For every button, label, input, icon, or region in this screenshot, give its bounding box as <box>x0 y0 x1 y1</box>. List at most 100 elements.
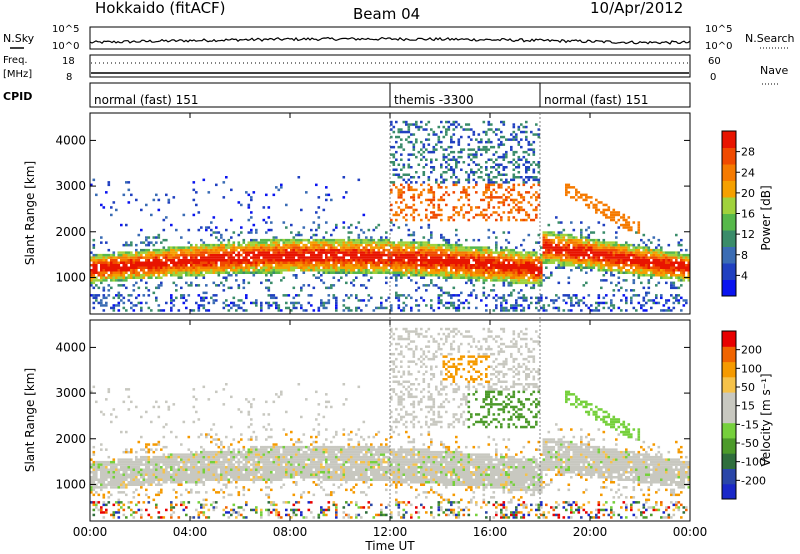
heatmap-cell <box>472 246 476 249</box>
heatmap-cell <box>467 253 471 257</box>
colorbar-tick-label: 28 <box>741 146 755 159</box>
heatmap-cell <box>92 513 96 517</box>
heatmap-cell <box>327 259 331 262</box>
heatmap-cell <box>217 266 221 269</box>
heatmap-cell <box>440 130 443 134</box>
heatmap-cell <box>625 289 628 292</box>
heatmap-cell <box>200 238 203 242</box>
heatmap-cell <box>425 289 428 292</box>
heatmap-cell <box>465 276 468 279</box>
heatmap-cell <box>657 281 661 285</box>
heatmap-cell <box>140 208 143 212</box>
heatmap-cell <box>560 261 563 264</box>
heatmap-cell <box>352 279 356 282</box>
heatmap-cell <box>460 243 463 247</box>
heatmap-cell <box>490 269 493 272</box>
heatmap-cell <box>270 221 273 224</box>
heatmap-cell <box>505 166 508 169</box>
heatmap-cell <box>542 236 546 239</box>
heatmap-cell <box>485 269 488 272</box>
heatmap-cell <box>445 256 448 259</box>
heatmap-cell <box>455 166 458 169</box>
heatmap-cell <box>680 276 683 279</box>
heatmap-cell <box>105 269 108 272</box>
heatmap-cell <box>420 259 423 262</box>
heatmap-cell <box>562 238 566 242</box>
heatmap-cell <box>265 274 268 277</box>
heatmap-cell <box>400 264 403 267</box>
heatmap-cell <box>582 296 586 300</box>
heatmap-cell <box>585 243 588 247</box>
heatmap-cell <box>455 163 458 166</box>
heatmap-cell <box>275 264 278 267</box>
heatmap-cell <box>310 253 313 257</box>
heatmap-cell <box>175 248 178 252</box>
heatmap-cell <box>277 304 281 307</box>
heatmap-cell <box>457 251 461 254</box>
heatmap-cell <box>287 238 291 242</box>
heatmap-cell <box>92 460 96 464</box>
heatmap-cell <box>132 309 136 312</box>
heatmap-cell <box>670 259 673 262</box>
heatmap-cell <box>642 233 646 237</box>
heatmap-cell <box>485 188 488 192</box>
heatmap-cell <box>197 269 201 272</box>
heatmap-cell <box>535 216 538 219</box>
heatmap-cell <box>460 276 463 279</box>
heatmap-cell <box>252 256 256 259</box>
heatmap-cell <box>167 248 171 252</box>
heatmap-cell <box>275 253 278 257</box>
heatmap-cell <box>475 294 478 297</box>
heatmap-cell <box>170 269 173 272</box>
heatmap-cell <box>242 286 246 290</box>
heatmap-cell <box>97 460 101 464</box>
heatmap-cell <box>572 243 576 247</box>
heatmap-cell <box>412 269 416 272</box>
colorbar-tick-label: 4 <box>741 269 748 282</box>
heatmap-cell <box>380 246 383 249</box>
heatmap-cell <box>180 296 183 300</box>
heatmap-cell <box>607 248 611 252</box>
heatmap-cell <box>405 241 408 244</box>
heatmap-cell <box>500 130 503 134</box>
heatmap-cell <box>102 413 106 416</box>
heatmap-cell <box>572 261 576 264</box>
heatmap-cell <box>560 231 563 234</box>
heatmap-cell <box>455 259 458 262</box>
heatmap-cell <box>287 241 291 244</box>
heatmap-cell <box>377 306 381 310</box>
heatmap-cell <box>485 150 488 154</box>
heatmap-cell <box>90 271 93 274</box>
heatmap-cell <box>400 158 403 161</box>
heatmap-cell <box>115 481 118 484</box>
heatmap-cell <box>340 269 343 272</box>
heatmap-cell <box>542 309 546 312</box>
heatmap-cell <box>222 264 226 267</box>
heatmap-cell <box>552 261 556 264</box>
heatmap-cell <box>192 271 196 274</box>
heatmap-cell <box>380 261 383 264</box>
heatmap-cell <box>302 264 306 267</box>
heatmap-cell <box>337 238 341 242</box>
heatmap-cell <box>525 120 528 124</box>
heatmap-cell <box>270 243 273 247</box>
heatmap-cell <box>372 269 376 272</box>
heatmap-cell <box>625 296 628 300</box>
heatmap-cell <box>655 271 658 274</box>
heatmap-cell <box>112 471 116 474</box>
heatmap-cell <box>375 246 378 249</box>
heatmap-cell <box>507 216 511 219</box>
heatmap-cell <box>495 276 498 279</box>
heatmap-cell <box>432 259 436 262</box>
heatmap-cell <box>272 193 276 197</box>
heatmap-cell <box>617 256 621 259</box>
cpid-panel: CPID normal (fast) 151 themis -3300 normal… <box>3 82 691 108</box>
heatmap-cell <box>402 166 406 169</box>
heatmap-cell <box>602 301 606 305</box>
heatmap-cell <box>222 181 226 184</box>
heatmap-cell <box>240 266 243 269</box>
heatmap-cell <box>157 256 161 259</box>
heatmap-cell <box>272 269 276 272</box>
heatmap-cell <box>415 123 418 126</box>
heatmap-cell <box>412 231 416 234</box>
